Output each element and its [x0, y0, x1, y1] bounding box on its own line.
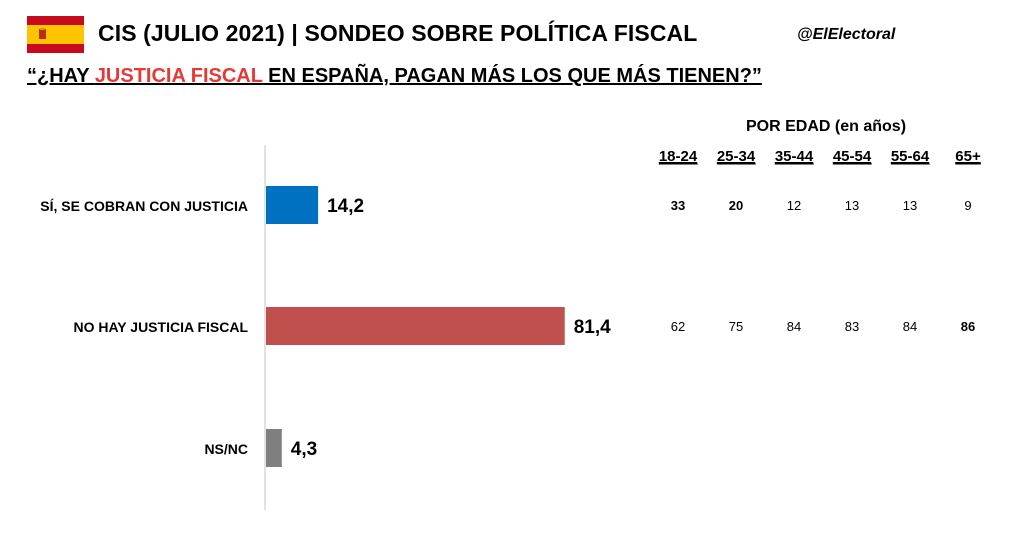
age-group-header: 45-54 [833, 148, 872, 165]
age-cell: 62 [671, 319, 685, 334]
value-label: 81,4 [574, 317, 611, 338]
question-prefix: “¿HAY [27, 65, 95, 87]
age-group-header: 25-34 [717, 148, 756, 165]
bar [266, 186, 319, 224]
age-cell: 20 [729, 198, 743, 213]
age-cell: 86 [961, 319, 975, 334]
value-label: 4,3 [291, 439, 317, 460]
age-cell: 75 [729, 319, 743, 334]
spain-flag-icon [27, 16, 84, 53]
age-cell: 12 [787, 198, 801, 213]
age-group-header: 55-64 [891, 148, 930, 165]
age-cell: 83 [845, 319, 859, 334]
author-handle: @ElElectoral [797, 26, 896, 43]
age-cell: 84 [903, 319, 917, 334]
age-cell: 13 [903, 198, 917, 213]
chart-title: CIS (JULIO 2021) | SONDEO SOBRE POLÍTICA… [98, 20, 698, 46]
question-highlight: JUSTICIA FISCAL [94, 65, 263, 87]
survey-question: “¿HAY JUSTICIA FISCAL EN ESPAÑA, PAGAN M… [27, 65, 762, 88]
age-breakdown-title: POR EDAD (en años) [746, 118, 907, 135]
age-cell: 33 [671, 198, 685, 213]
category-label: NO HAY JUSTICIA FISCAL [73, 319, 248, 335]
bar [266, 307, 565, 345]
age-cell: 84 [787, 319, 801, 334]
bar [266, 429, 282, 467]
age-group-header: 35-44 [775, 148, 814, 165]
age-cell: 9 [964, 198, 971, 213]
category-label: NS/NC [204, 441, 248, 457]
value-label: 14,2 [327, 196, 364, 217]
category-label: SÍ, SE COBRAN CON JUSTICIA [40, 198, 248, 214]
age-cell: 13 [845, 198, 859, 213]
age-group-header: 65+ [955, 148, 981, 165]
question-suffix: EN ESPAÑA, PAGAN MÁS LOS QUE MÁS TIENEN?… [262, 65, 762, 87]
age-group-header: 18-24 [659, 148, 698, 165]
